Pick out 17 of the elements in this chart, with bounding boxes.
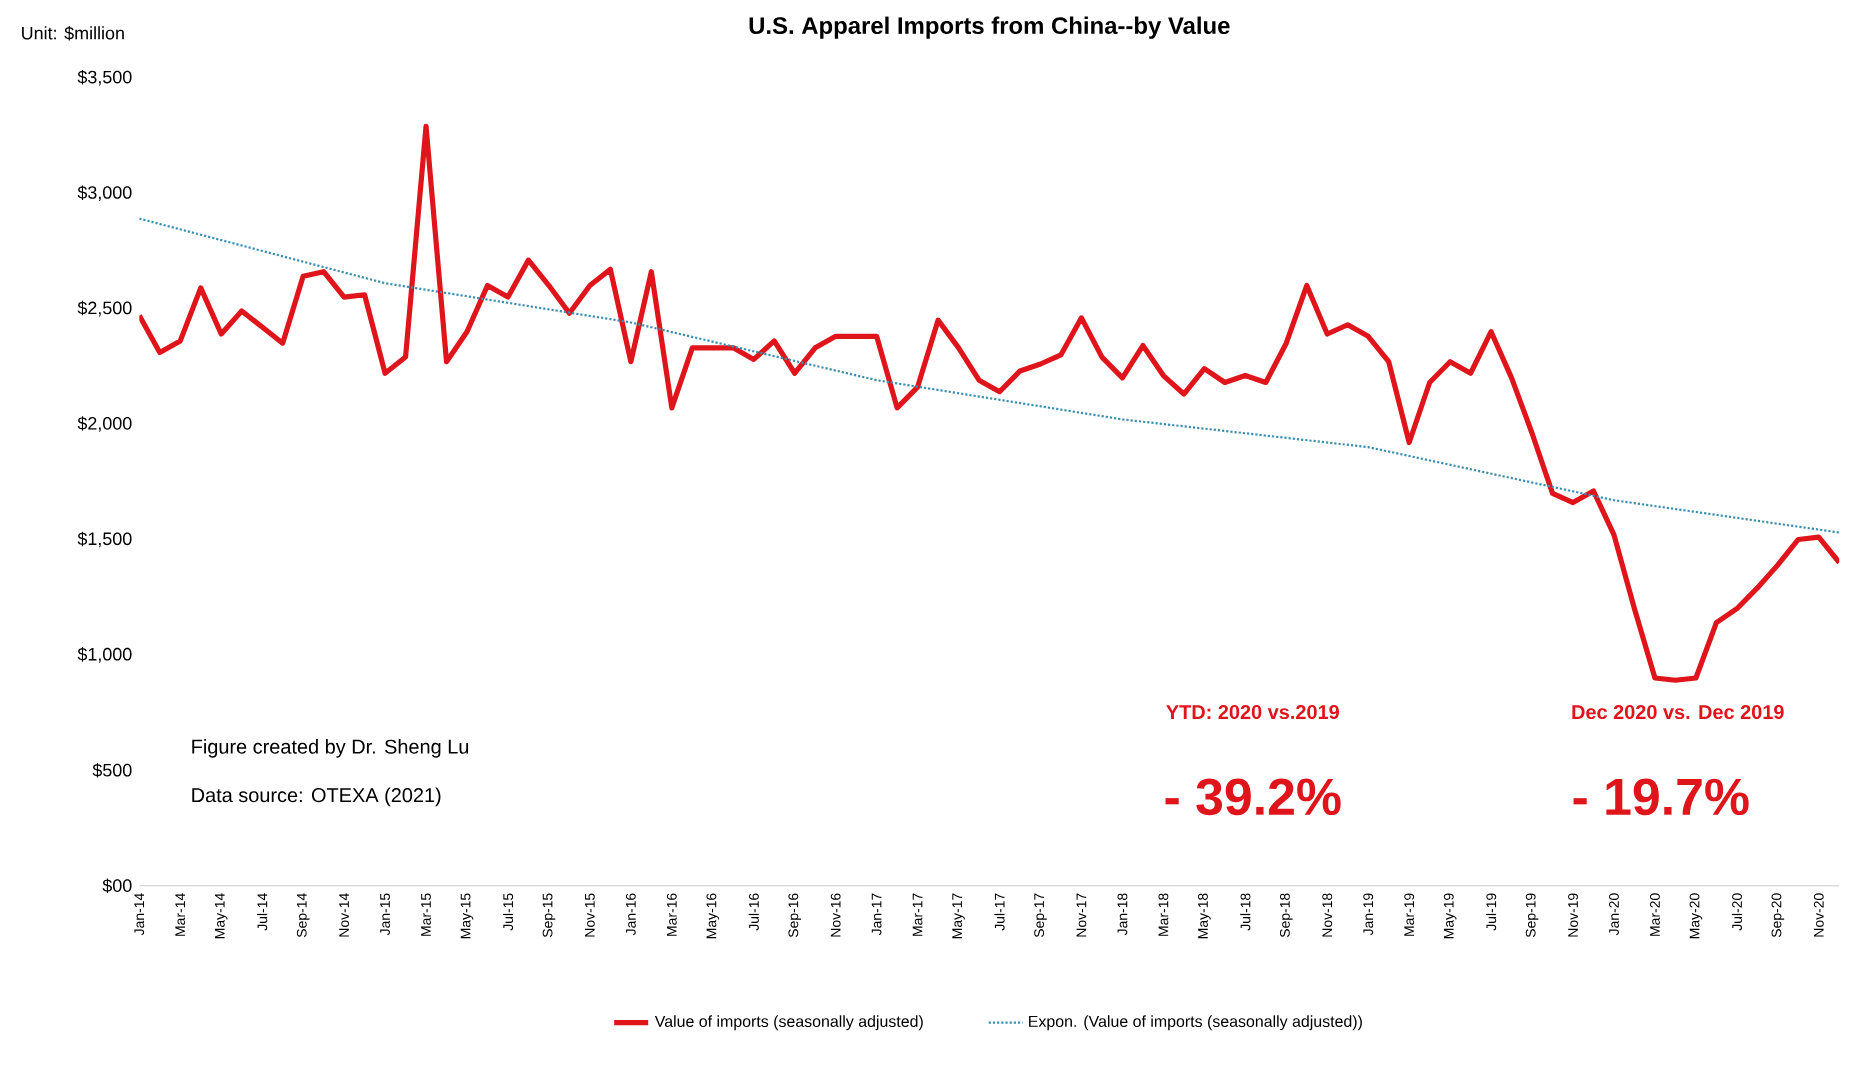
annotation: - 39.2% <box>1165 778 1341 816</box>
text: Unit: $million <box>22 26 124 41</box>
y-tick-label: $3,000 <box>77 185 132 201</box>
y-tick-label: $3,500 <box>77 69 132 86</box>
annotation: Data source: OTEXA (2021) <box>192 787 441 807</box>
chart-title: U.S. Apparel Imports from China--by Value <box>749 16 1230 39</box>
y-tick-label: $1,000 <box>77 647 132 663</box>
y-tick-label: $2,000 <box>77 416 132 432</box>
annotation: - 19.7% <box>1573 778 1749 816</box>
annotation: Dec 2020 vs. Dec 2019 <box>1572 704 1784 720</box>
annotation: Figure created by Dr. Sheng Lu <box>192 739 469 758</box>
y-tick-label: $2,500 <box>77 300 132 317</box>
y-tick-label: $500 <box>92 763 132 778</box>
annotation: YTD: 2020 vs.2019 <box>1166 704 1339 720</box>
y-tick-label: $1,500 <box>77 531 132 548</box>
line-series <box>139 217 1840 534</box>
y-tick-label: $00 <box>102 878 132 894</box>
